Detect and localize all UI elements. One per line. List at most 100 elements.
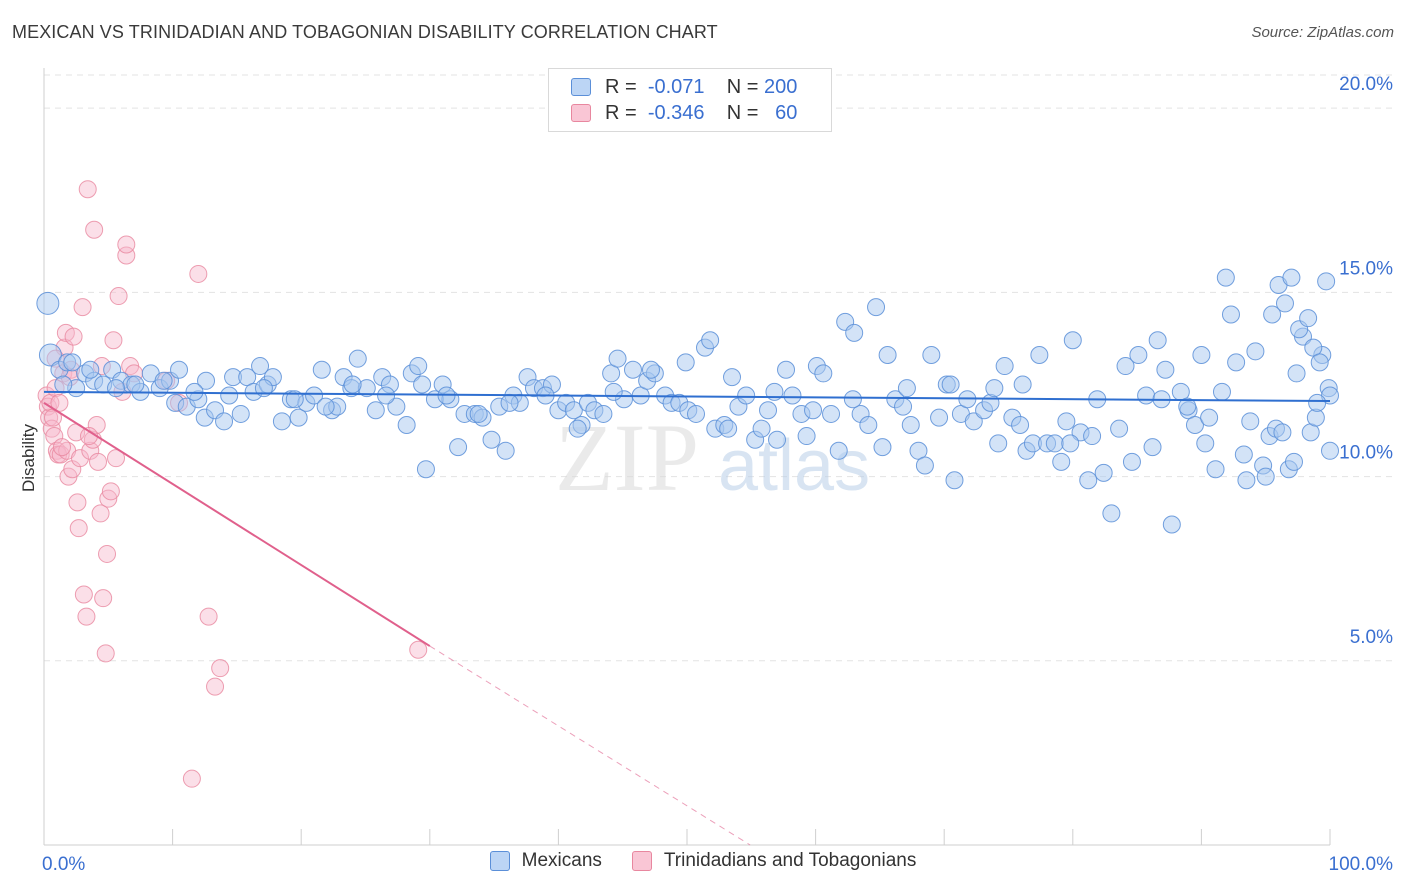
mexican-point — [1273, 423, 1292, 442]
mexican-point — [154, 371, 173, 390]
mexican-point — [312, 360, 331, 379]
mexican-point — [1011, 416, 1030, 434]
mexican-point — [623, 360, 642, 379]
mexican-point — [63, 353, 82, 372]
mexican-point — [843, 390, 862, 409]
mexican-point — [285, 390, 304, 409]
bottom-legend-mexicans: Mexicans — [489, 850, 602, 872]
mexican-point — [343, 375, 362, 394]
mexican-point — [1216, 268, 1235, 287]
mexican-point — [1122, 452, 1141, 471]
mexican-point — [1246, 342, 1265, 361]
trinidadian-point — [109, 287, 128, 306]
mexican-point — [829, 441, 848, 460]
legend-n-value: 200 — [764, 75, 798, 98]
mexican-point — [1178, 397, 1197, 416]
mexican-point — [783, 386, 802, 405]
mexican-point — [1321, 441, 1339, 460]
mexican-point — [894, 397, 913, 416]
mexican-point — [1200, 408, 1219, 427]
mexican-point — [1263, 305, 1282, 324]
mexican-point — [305, 386, 324, 405]
mexican-point — [1116, 357, 1135, 376]
mexican-point — [867, 298, 886, 317]
mexican-point — [1030, 346, 1049, 364]
mexican-point — [752, 419, 771, 438]
mexican-point — [1110, 419, 1129, 438]
mexican-point — [1094, 463, 1113, 482]
mexican-point — [564, 401, 583, 420]
mexican-point — [387, 397, 406, 416]
mexican-point — [845, 323, 864, 342]
y-tick-label: 20.0% — [1339, 74, 1393, 95]
trinidadian-point — [78, 180, 97, 199]
trinidadian-point — [53, 438, 72, 457]
mexican-point — [500, 393, 519, 412]
legend-n-label: N = — [726, 75, 759, 98]
mexican-point — [215, 412, 234, 431]
trinidadian-point — [98, 544, 117, 563]
mexican-point — [1063, 331, 1082, 350]
trinidadian-point — [74, 585, 93, 604]
mexican-point — [185, 382, 204, 401]
mexican-point — [985, 379, 1004, 398]
mexican-point — [1192, 346, 1211, 364]
mexican-point — [220, 386, 239, 405]
legend-row-mexicans: R = -0.071 N = 200 — [571, 75, 797, 99]
trinidadian-point — [94, 589, 113, 608]
mexican-point — [1162, 515, 1181, 534]
legend: R = -0.071 N = 200 R = -0.346 N = 60 — [548, 68, 832, 132]
mexican-point — [1052, 452, 1071, 471]
mexican-point — [759, 401, 778, 420]
mexican-point — [687, 404, 706, 423]
trinidadian-point — [96, 644, 115, 663]
bottom-legend-swatch-pink — [631, 851, 652, 871]
mexican-point — [1256, 467, 1275, 486]
mexican-point — [930, 408, 949, 427]
bottom-legend-label: Mexicans — [521, 850, 602, 871]
mexican-point — [496, 441, 515, 460]
mexican-point — [289, 408, 308, 427]
bottom-legend: Mexicans Trinidadians and Tobagonians — [0, 850, 1406, 872]
trinidadian-point — [77, 607, 96, 626]
mexican-point — [1079, 471, 1098, 490]
trinidadian-point — [64, 327, 83, 346]
mexican-point — [676, 353, 695, 372]
source-label: Source: ZipAtlas.com — [1251, 24, 1394, 41]
mexican-point — [469, 404, 488, 423]
mexican-point — [107, 379, 126, 398]
mexican-point — [981, 393, 1000, 412]
mexican-point — [1185, 416, 1204, 434]
mexican-point — [1129, 346, 1148, 364]
trinidadian-point — [104, 331, 123, 350]
trinidadian-point — [409, 640, 428, 659]
y-axis-label: Disability — [19, 423, 38, 492]
axis-labels: 5.0% 10.0% 15.0% 20.0% 0.0% 100.0% Disability — [19, 74, 1393, 875]
mexican-point — [1102, 504, 1121, 523]
legend-r-label: R = — [605, 101, 637, 124]
mexican-point — [1275, 294, 1294, 313]
mexican-point — [1308, 393, 1327, 412]
mexican-point — [272, 412, 291, 431]
mexican-point — [366, 401, 385, 420]
mexican-point — [897, 379, 916, 398]
mexican-point — [901, 416, 920, 434]
trinidadian-point — [69, 519, 88, 538]
mexican-point — [1148, 331, 1167, 350]
mexican-point — [1045, 434, 1064, 453]
trinidadian-point — [68, 493, 87, 512]
bottom-legend-swatch-blue — [489, 851, 510, 871]
mexican-point — [723, 368, 742, 387]
legend-r-label: R = — [605, 75, 637, 98]
axes — [43, 68, 1331, 846]
mexican-point — [701, 331, 720, 350]
trinidadian-point — [182, 769, 201, 788]
mexican-point — [170, 360, 189, 379]
mexican-point — [251, 357, 270, 376]
mexican-point — [1061, 434, 1080, 453]
x-tick-label-max: 100.0% — [1329, 854, 1394, 875]
legend-row-trinidadians: R = -0.346 N = 60 — [571, 101, 797, 125]
mexican-point — [126, 375, 145, 394]
mexican-point — [1317, 272, 1336, 291]
